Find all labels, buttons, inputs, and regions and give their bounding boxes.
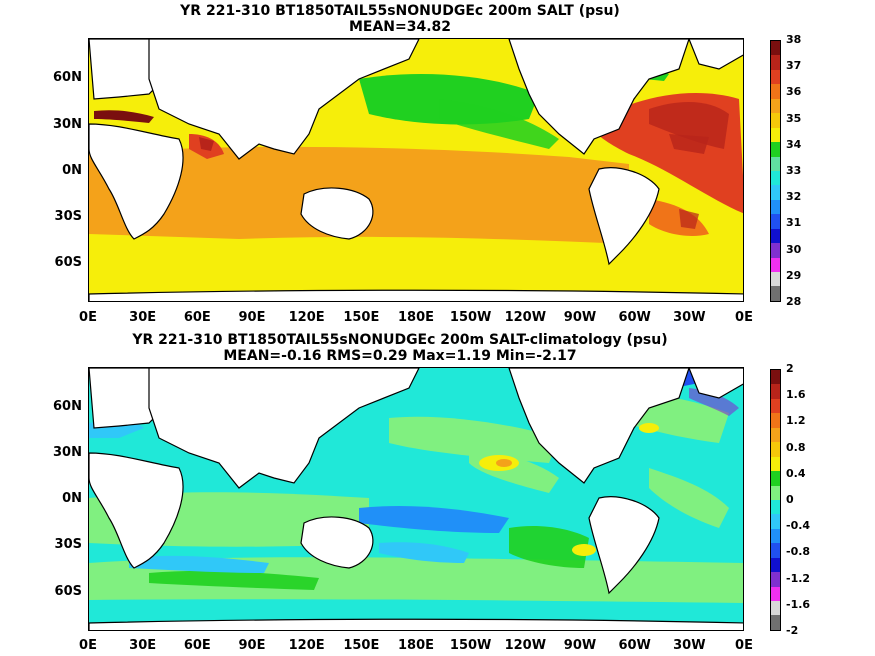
bottom-map-subtitle: MEAN=-0.16 RMS=0.29 Max=1.19 Min=-2.17 xyxy=(223,348,577,364)
bottom-colorbar-label: 0 xyxy=(786,493,794,506)
top-lon-label: 30W xyxy=(673,310,706,325)
bottom-colorbar-label: -1.6 xyxy=(786,597,811,611)
bottom-lon-label: 30E xyxy=(129,638,157,653)
bottom-lat-label-0n: 0N xyxy=(62,491,82,506)
bottom-lon-label: 180E xyxy=(397,638,435,653)
bottom-lon-label: 90E xyxy=(238,638,266,653)
top-lon-label: 120E xyxy=(288,310,325,325)
bottom-lat-label-30s: 30S xyxy=(54,537,82,552)
bottom-lat-label-30n: 30N xyxy=(53,445,82,460)
top-colorbar-label: 29 xyxy=(786,268,802,282)
top-colorbar-label: 34 xyxy=(786,137,802,151)
bottom-colorbar-label: 1.2 xyxy=(786,414,806,428)
top-lon-label: 60W xyxy=(618,310,651,325)
top-lon-label: 0E xyxy=(735,310,753,325)
top-lat-label-30s: 30S xyxy=(54,209,82,224)
bottom-colorbar-label: -0.4 xyxy=(786,519,811,533)
top-lat-label-60n: 60N xyxy=(53,70,82,85)
top-lon-label: 30E xyxy=(129,310,157,325)
top-colorbar-label: 32 xyxy=(786,190,802,204)
bottom-lat-label-60s: 60S xyxy=(54,584,82,599)
bottom-lon-label: 0E xyxy=(735,638,753,653)
top-map-title: YR 221-310 BT1850TAIL55sNONUDGEc 200m SA… xyxy=(180,3,620,19)
top-lon-label: 120W xyxy=(504,310,547,325)
top-lon-label: 0E xyxy=(79,310,97,325)
top-map-subtitle: MEAN=34.82 xyxy=(348,19,452,35)
top-lon-label: 150E xyxy=(343,310,380,325)
top-colorbar-label: 38 xyxy=(786,33,802,46)
bottom-salinity-anomaly-map xyxy=(88,367,744,631)
bottom-lon-label: 90W xyxy=(563,638,597,653)
bottom-lon-label: 150W xyxy=(449,638,492,653)
bottom-lon-label: 0E xyxy=(79,638,97,653)
bottom-colorbar-label: 1.6 xyxy=(786,388,806,402)
bottom-colorbar-label: 2 xyxy=(786,362,794,375)
bottom-lon-label: 60W xyxy=(618,638,651,653)
top-lon-label: 150W xyxy=(449,310,492,325)
top-colorbar-label: 35 xyxy=(786,111,802,125)
top-lat-label-30n: 30N xyxy=(53,117,82,132)
top-lon-label: 60E xyxy=(183,310,211,325)
top-colorbar-label: 37 xyxy=(786,59,802,73)
top-lon-label: 180E xyxy=(397,310,435,325)
bottom-lat-label-60n: 60N xyxy=(53,399,82,414)
top-lat-label-60s: 60S xyxy=(54,255,82,270)
top-lat-label-0n: 0N xyxy=(62,163,82,178)
bottom-lon-label: 60E xyxy=(183,638,211,653)
bottom-lon-label: 120E xyxy=(288,638,325,653)
bottom-colorbar-label: 0.8 xyxy=(786,440,806,454)
top-colorbar-label: 30 xyxy=(786,242,802,256)
bottom-lon-label: 150E xyxy=(343,638,380,653)
top-colorbar-label: 36 xyxy=(786,85,802,99)
bottom-colorbar xyxy=(770,369,781,631)
bottom-colorbar-label: 0.4 xyxy=(786,466,806,480)
bottom-map-title: YR 221-310 BT1850TAIL55sNONUDGEc 200m SA… xyxy=(132,332,668,348)
bottom-lon-label: 30W xyxy=(673,638,706,653)
top-colorbar-label: 33 xyxy=(786,164,802,177)
top-lon-label: 90W xyxy=(563,310,597,325)
top-colorbar-label: 28 xyxy=(786,295,802,308)
top-salinity-map xyxy=(88,38,744,302)
top-colorbar xyxy=(770,40,781,302)
bottom-colorbar-label: -0.8 xyxy=(786,545,811,559)
top-colorbar-label: 31 xyxy=(786,216,802,230)
bottom-colorbar-label: -1.2 xyxy=(786,571,811,585)
top-lon-label: 90E xyxy=(238,310,266,325)
bottom-lon-label: 120W xyxy=(504,638,547,653)
bottom-colorbar-label: -2 xyxy=(786,624,799,637)
